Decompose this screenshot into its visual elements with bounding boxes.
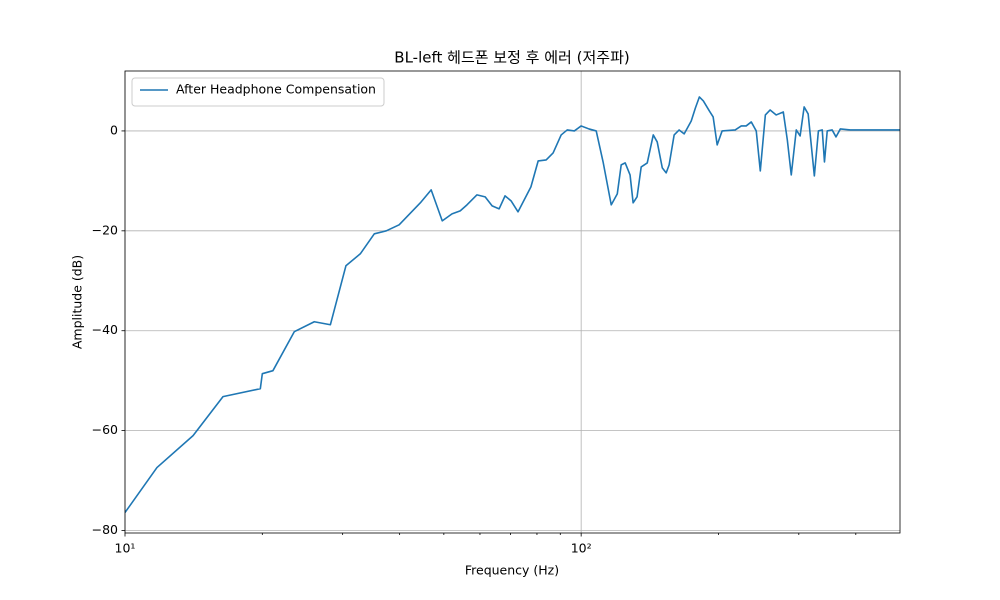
y-tick-label: −60 xyxy=(92,422,118,437)
y-axis-label: Amplitude (dB) xyxy=(70,255,85,349)
x-tick-label: 10¹ xyxy=(115,541,136,556)
y-tick-label: −20 xyxy=(92,222,118,237)
legend-label: After Headphone Compensation xyxy=(176,82,376,97)
x-tick-label: 10² xyxy=(571,541,592,556)
chart-title: BL-left 헤드폰 보정 후 에러 (저주파) xyxy=(394,49,629,67)
y-tick-label: −40 xyxy=(92,322,118,337)
y-tick-label: −80 xyxy=(92,522,118,537)
legend-box xyxy=(131,77,385,107)
data-line xyxy=(125,96,900,513)
y-tick-label: 0 xyxy=(110,122,118,137)
plot-frame xyxy=(124,70,901,534)
x-axis-label: Frequency (Hz) xyxy=(465,563,559,578)
